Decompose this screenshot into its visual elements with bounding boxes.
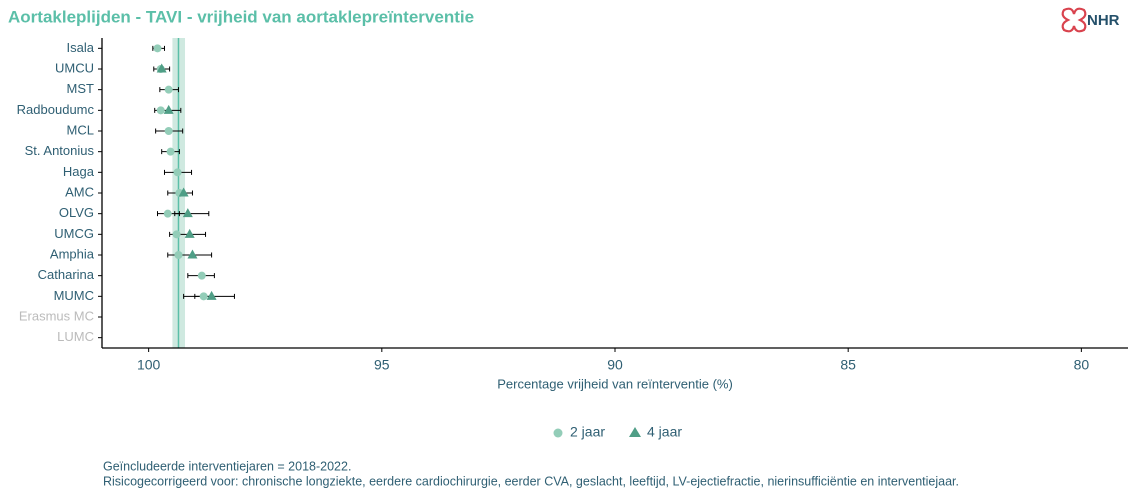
legend-marker <box>629 427 641 437</box>
y-tick-label: Isala <box>67 40 95 55</box>
error-bar <box>174 211 210 217</box>
y-tick-label: MUMC <box>54 288 94 303</box>
triangle-marker <box>163 104 174 114</box>
y-tick-label: UMCU <box>55 60 94 75</box>
x-tick-label: 90 <box>607 357 623 373</box>
circle-marker <box>164 127 173 135</box>
note: Geïncludeerde interventiejaren = 2018-20… <box>103 459 351 473</box>
circle-marker <box>172 230 181 239</box>
circle-marker <box>199 292 208 301</box>
chart-title: Aortakleplijden - TAVI - vrijheid van ao… <box>8 7 474 26</box>
triangle-marker <box>178 187 189 197</box>
logo: NHR <box>1061 7 1120 33</box>
y-tick-label: UMCG <box>54 226 94 241</box>
circle-marker <box>164 85 173 94</box>
x-tick-label: 95 <box>374 357 390 373</box>
legend-label: 4 jaar <box>647 424 682 440</box>
y-tick-label: Radboudumc <box>17 102 95 117</box>
note: Risicogecorrigeerd voor: chronische long… <box>103 474 959 488</box>
x-tick-label: 100 <box>137 357 161 373</box>
triangle-marker <box>187 249 198 259</box>
y-tick-label: Catharina <box>38 267 95 282</box>
y-tick-label: LUMC <box>57 329 94 344</box>
legend-marker <box>553 428 563 438</box>
circle-marker <box>163 209 172 218</box>
y-tick-label: Haga <box>63 164 95 179</box>
logo-text: NHR <box>1087 12 1120 29</box>
circle-marker <box>153 44 162 53</box>
y-tick-label: Erasmus MC <box>19 308 94 323</box>
triangle-marker <box>182 208 193 218</box>
circle-marker <box>173 168 182 177</box>
y-tick-label: MCL <box>67 122 94 137</box>
x-axis-label: Percentage vrijheid van reïnterventie (%… <box>497 376 733 391</box>
x-tick-label: 80 <box>1074 357 1090 373</box>
y-tick-label: AMC <box>65 184 94 199</box>
circle-marker <box>174 251 183 259</box>
triangle-marker <box>206 290 217 300</box>
circle-marker <box>197 271 206 280</box>
y-tick-label: Amphia <box>50 246 95 261</box>
circle-marker <box>166 147 175 156</box>
logo-icon <box>1061 7 1087 33</box>
legend-label: 2 jaar <box>570 424 605 440</box>
triangle-marker <box>184 228 195 238</box>
y-tick-label: MST <box>67 81 95 96</box>
y-tick-label: OLVG <box>59 205 94 220</box>
triangle-marker <box>156 63 167 73</box>
circle-marker <box>156 106 165 115</box>
y-tick-label: St. Antonius <box>25 143 95 158</box>
x-tick-label: 85 <box>840 357 856 373</box>
